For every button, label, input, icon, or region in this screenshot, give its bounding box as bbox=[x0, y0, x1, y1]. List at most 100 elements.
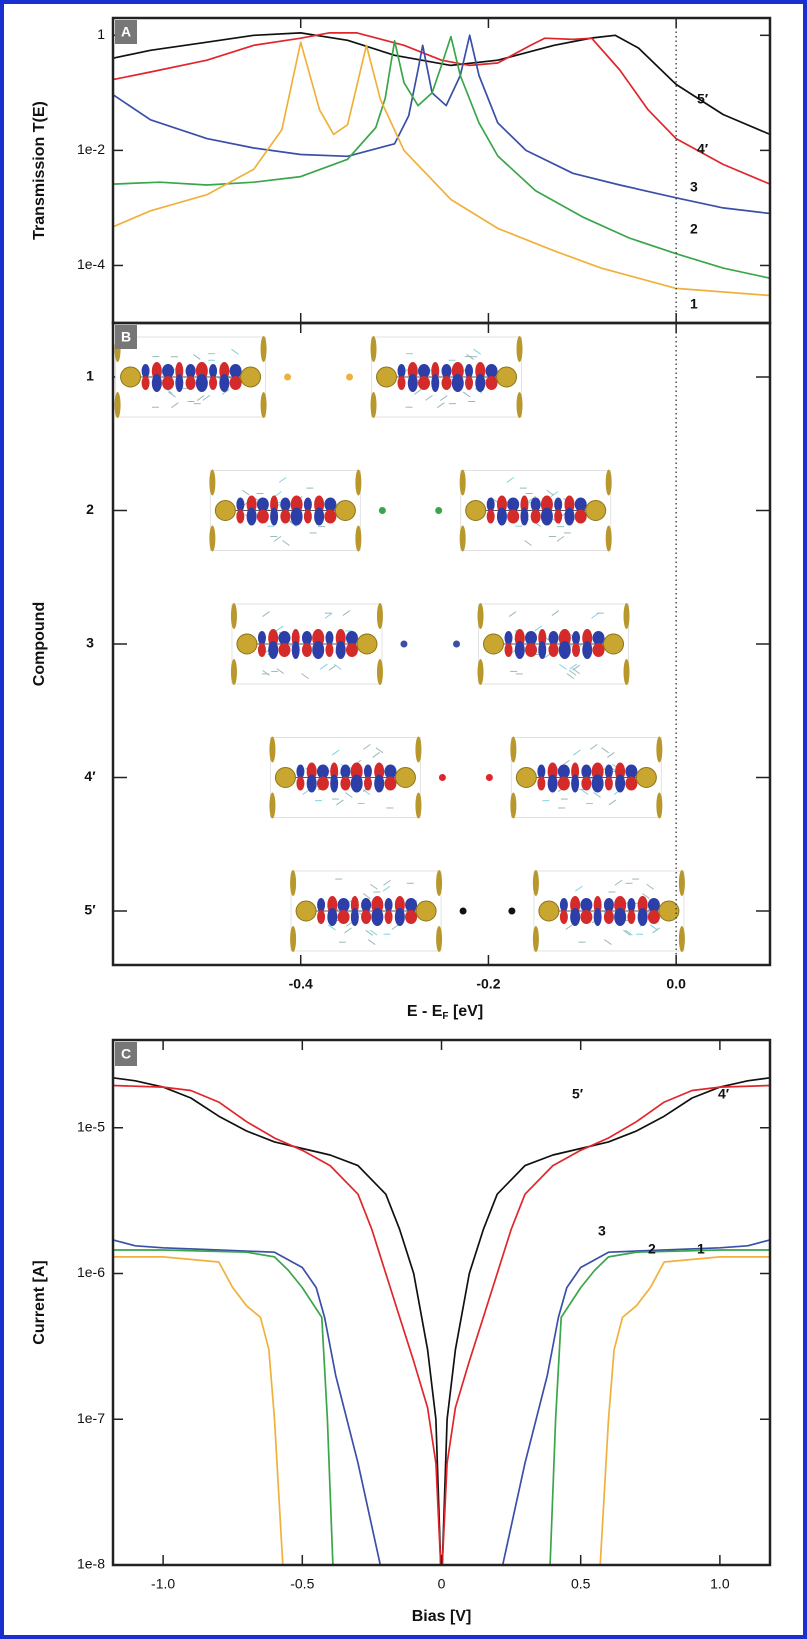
gold-atom bbox=[515, 767, 537, 788]
panel-label: C bbox=[121, 1046, 131, 1062]
orbital-lobe bbox=[465, 376, 474, 390]
orbital-lobe bbox=[581, 764, 592, 779]
orbital-lobe bbox=[141, 376, 150, 390]
orbital-lobe bbox=[405, 898, 418, 912]
molecule-bond bbox=[362, 789, 371, 795]
molecule-bond bbox=[508, 611, 517, 617]
x-tick-label: 0.5 bbox=[571, 1576, 591, 1592]
orbital-lobe bbox=[337, 910, 350, 924]
orbital-lobe bbox=[340, 764, 351, 779]
level-dot bbox=[508, 907, 516, 915]
line-series bbox=[112, 1076, 771, 1566]
orbital-lobe bbox=[441, 364, 452, 378]
orbital-lobe bbox=[580, 910, 593, 924]
molecule-bond bbox=[333, 663, 342, 670]
molecule-image bbox=[370, 336, 523, 418]
y-tick-label: 1e-5 bbox=[77, 1118, 105, 1134]
molecule-bond bbox=[439, 395, 448, 401]
x-tick-label: -0.5 bbox=[290, 1576, 314, 1592]
orbital-lobe bbox=[485, 376, 498, 390]
level-dot bbox=[453, 640, 461, 648]
molecule-bond bbox=[242, 489, 250, 496]
x-axis-title-subscript: F bbox=[442, 1011, 448, 1022]
orbital-lobe bbox=[615, 774, 626, 793]
electrode bbox=[355, 525, 362, 552]
electrode bbox=[290, 926, 297, 952]
y-axis-title: Current [A] bbox=[31, 1260, 48, 1344]
panel-label-box bbox=[115, 325, 137, 349]
molecule-bond bbox=[562, 759, 570, 766]
molecule-bond bbox=[593, 792, 601, 798]
electrode bbox=[415, 792, 422, 819]
electrode bbox=[415, 736, 422, 763]
electrode bbox=[623, 603, 630, 629]
panel-label: B bbox=[121, 329, 131, 345]
molecule-bond bbox=[328, 924, 336, 931]
x-axis-title-suffix: [eV] bbox=[449, 1003, 484, 1020]
electrode bbox=[605, 469, 612, 496]
orbital-lobe bbox=[557, 776, 570, 791]
orbital-lobe bbox=[363, 776, 372, 791]
orbital-lobe bbox=[525, 643, 538, 657]
series-label: 4′ bbox=[718, 1086, 730, 1102]
orbital-lobe bbox=[363, 764, 372, 779]
orbital-lobe bbox=[209, 364, 218, 378]
molecule-bond bbox=[601, 747, 609, 754]
orbital-lobe bbox=[296, 764, 305, 779]
electrode bbox=[436, 926, 443, 952]
orbital-lobe bbox=[559, 898, 568, 912]
orbital-lobe bbox=[270, 507, 279, 526]
molecule-bond bbox=[473, 348, 481, 355]
orbital-lobe bbox=[525, 631, 538, 645]
orbital-lobe bbox=[591, 774, 604, 793]
plot-frame bbox=[111, 1038, 772, 1567]
orbital-lobe bbox=[548, 631, 559, 645]
molecule-bond bbox=[607, 752, 615, 758]
electrode bbox=[516, 336, 523, 362]
electrode bbox=[209, 525, 216, 552]
y-tick-label: 1 bbox=[97, 26, 105, 42]
orbital-lobe bbox=[592, 643, 605, 657]
y-tick-label: 5′ bbox=[84, 902, 96, 918]
level-dot bbox=[485, 774, 493, 781]
orbital-lobe bbox=[325, 631, 334, 645]
electrode bbox=[230, 603, 237, 629]
gold-atom bbox=[483, 633, 505, 655]
orbital-lobe bbox=[335, 641, 346, 659]
orbital-lobe bbox=[520, 507, 529, 526]
orbital-lobe bbox=[327, 908, 338, 926]
gold-atom bbox=[240, 366, 262, 388]
orbital-lobe bbox=[637, 908, 648, 926]
electrode bbox=[269, 792, 276, 819]
line-series bbox=[113, 1256, 770, 1566]
series-label: 1 bbox=[690, 296, 698, 312]
orbital-lobe bbox=[325, 643, 334, 657]
orbital-lobe bbox=[405, 910, 418, 924]
molecule-bond bbox=[320, 663, 328, 670]
orbital-lobe bbox=[337, 898, 350, 912]
y-axis-title: Transmission T(E) bbox=[31, 101, 48, 240]
orbital-lobe bbox=[507, 509, 520, 524]
orbital-lobe bbox=[185, 376, 196, 390]
level-dot bbox=[346, 373, 354, 381]
orbital-lobe bbox=[548, 643, 559, 657]
molecule-bond bbox=[221, 388, 230, 395]
orbital-lobe bbox=[316, 764, 329, 779]
molecule-bond bbox=[262, 669, 270, 676]
orbital-lobe bbox=[384, 910, 393, 924]
gold-atom bbox=[236, 633, 258, 655]
gold-atom bbox=[603, 633, 625, 655]
molecule-bond bbox=[365, 929, 373, 936]
orbital-lobe bbox=[465, 364, 474, 378]
orbital-lobe bbox=[317, 910, 326, 924]
orbital-lobe bbox=[571, 774, 580, 793]
molecule-bond bbox=[534, 625, 542, 632]
electrode bbox=[623, 659, 630, 685]
orbital-lobe bbox=[558, 641, 571, 659]
line-series bbox=[112, 41, 771, 297]
orbital-lobe bbox=[647, 910, 660, 924]
molecule-image bbox=[230, 603, 383, 685]
orbital-lobe bbox=[394, 908, 405, 926]
orbital-lobe bbox=[280, 509, 291, 524]
